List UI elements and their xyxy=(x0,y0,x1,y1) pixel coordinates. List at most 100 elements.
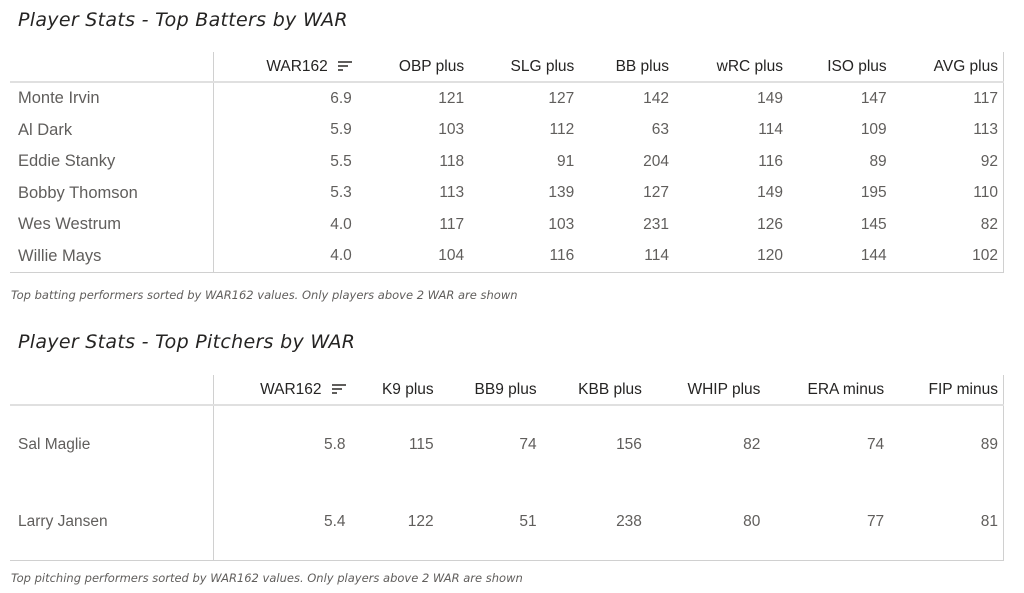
pitchers-caption: Top pitching performers sorted by WAR162… xyxy=(11,571,523,585)
stat-cell: 112 xyxy=(549,121,575,139)
column-header-label: SLG plus xyxy=(510,57,575,75)
stat-cell: 145 xyxy=(860,215,887,233)
header-row: WAR162 K9 plus BB9 plus KBB plus WHIP plus ER… xyxy=(10,375,1004,406)
column-header[interactable]: SLG plus xyxy=(469,52,580,83)
stat-cell: 149 xyxy=(757,89,783,107)
stat-cell: 5.5 xyxy=(330,152,352,170)
stat-cell: 82 xyxy=(743,435,761,453)
stat-cell: 204 xyxy=(643,152,669,170)
pitchers-table: WAR162 K9 plus BB9 plus KBB plus WHIP plus ER… xyxy=(10,375,1004,561)
stat-cell: 139 xyxy=(548,184,575,202)
stat-cell: 103 xyxy=(438,121,465,139)
stat-cell: 104 xyxy=(438,247,465,265)
column-header-label: K9 plus xyxy=(381,380,434,398)
stat-cell: 6.9 xyxy=(330,89,352,107)
stat-cell: 144 xyxy=(860,247,887,265)
stat-cell: 63 xyxy=(651,121,669,139)
header-row: WAR162 OBP plus SLG plus BB plus wRC plus ISO… xyxy=(10,52,1004,83)
column-header-label: BB9 plus xyxy=(474,380,537,398)
column-header[interactable]: ERA minus xyxy=(765,375,890,406)
table-row: Monte Irvin 6.9 121 127 142 149 147 117 xyxy=(10,82,1004,115)
stat-cell: 142 xyxy=(643,89,669,107)
column-header-label: BB plus xyxy=(615,57,669,75)
player-name-cell: Al Dark xyxy=(10,114,214,146)
stat-cell: 195 xyxy=(860,184,887,202)
stat-cell: 120 xyxy=(757,247,783,265)
stat-cell: 113 xyxy=(439,184,465,202)
column-header[interactable] xyxy=(10,52,214,83)
stat-cell: 238 xyxy=(616,512,642,530)
column-header-label: AVG plus xyxy=(933,57,998,75)
table-row: Larry Jansen 5.4 122 51 238 80 77 81 xyxy=(10,483,1004,561)
stat-cell: 5.8 xyxy=(323,435,346,453)
player-name-cell: Bobby Thomson xyxy=(10,177,214,209)
stat-cell: 103 xyxy=(548,215,575,233)
stat-cell: 110 xyxy=(973,184,998,202)
column-header[interactable]: KBB plus xyxy=(541,375,647,406)
stat-cell: 149 xyxy=(757,184,783,202)
column-header-label: WAR162 xyxy=(266,57,328,75)
pitchers-title: Player Stats - Top Pitchers by WAR xyxy=(18,331,356,353)
player-name-cell: Larry Jansen xyxy=(10,483,214,561)
player-name-cell: Eddie Stanky xyxy=(10,146,214,178)
stat-cell: 109 xyxy=(860,121,887,139)
stat-cell: 114 xyxy=(758,121,783,139)
stat-cell: 4.0 xyxy=(330,215,352,233)
stat-cell: 127 xyxy=(548,89,575,107)
stat-cell: 82 xyxy=(980,215,998,233)
player-name-cell: Willie Mays xyxy=(10,240,214,273)
column-header-label: WAR162 xyxy=(260,380,322,398)
column-header[interactable]: ISO plus xyxy=(787,52,892,83)
table-row: Sal Maglie 5.8 115 74 156 82 74 89 xyxy=(10,405,1004,483)
column-header[interactable]: OBP plus xyxy=(356,52,470,83)
stat-cell: 117 xyxy=(439,215,465,233)
stat-cell: 126 xyxy=(757,215,783,233)
stat-cell: 102 xyxy=(972,247,998,265)
sort-descending-icon[interactable] xyxy=(331,383,346,395)
column-header-label: OBP plus xyxy=(398,57,465,75)
stat-cell: 89 xyxy=(869,152,887,170)
stat-cell: 116 xyxy=(758,152,783,170)
stat-cell: 114 xyxy=(644,247,669,265)
column-header[interactable]: AVG plus xyxy=(891,52,1004,83)
table-row: Wes Westrum 4.0 117 103 231 126 145 82 xyxy=(10,209,1004,241)
column-header[interactable]: WAR162 xyxy=(213,52,357,83)
batters-table: WAR162 OBP plus SLG plus BB plus wRC plus ISO… xyxy=(10,52,1004,273)
player-name-cell: Wes Westrum xyxy=(10,209,214,241)
column-header[interactable]: WAR162 xyxy=(213,375,351,406)
column-header[interactable]: wRC plus xyxy=(673,52,788,83)
stat-cell: 77 xyxy=(866,512,885,530)
column-header[interactable]: WHIP plus xyxy=(646,375,766,406)
column-header[interactable]: BB plus xyxy=(579,52,674,83)
column-header[interactable]: FIP minus xyxy=(889,375,1004,406)
stat-cell: 4.0 xyxy=(330,247,352,265)
column-header-label: wRC plus xyxy=(716,57,783,75)
stat-cell: 147 xyxy=(860,89,887,107)
stat-cell: 118 xyxy=(439,152,465,170)
table-row: Bobby Thomson 5.3 113 139 127 149 195 110 xyxy=(10,177,1004,209)
table-row: Eddie Stanky 5.5 118 91 204 116 89 92 xyxy=(10,146,1004,178)
stat-cell: 122 xyxy=(407,512,434,530)
stat-cell: 89 xyxy=(980,435,998,453)
player-name-cell: Monte Irvin xyxy=(10,82,214,115)
stat-cell: 5.4 xyxy=(323,512,346,530)
column-header-label: WHIP plus xyxy=(687,380,761,398)
column-header-label: FIP minus xyxy=(928,380,999,398)
column-header-label: ISO plus xyxy=(827,57,887,75)
stat-cell: 80 xyxy=(743,512,761,530)
batters-title: Player Stats - Top Batters by WAR xyxy=(18,9,348,31)
stat-cell: 92 xyxy=(980,152,998,170)
stat-cell: 5.3 xyxy=(330,184,352,202)
column-header[interactable]: BB9 plus xyxy=(438,375,542,406)
stat-cell: 113 xyxy=(973,121,998,139)
stat-cell: 231 xyxy=(643,215,669,233)
stat-cell: 116 xyxy=(549,247,575,265)
column-header[interactable]: K9 plus xyxy=(350,375,439,406)
stat-cell: 117 xyxy=(973,89,998,107)
stat-cell: 74 xyxy=(866,435,885,453)
stat-cell: 74 xyxy=(519,435,537,453)
column-header[interactable] xyxy=(10,375,214,406)
stat-cell: 127 xyxy=(643,184,669,202)
sort-descending-icon[interactable] xyxy=(337,60,352,72)
batters-caption: Top batting performers sorted by WAR162 … xyxy=(11,288,518,302)
